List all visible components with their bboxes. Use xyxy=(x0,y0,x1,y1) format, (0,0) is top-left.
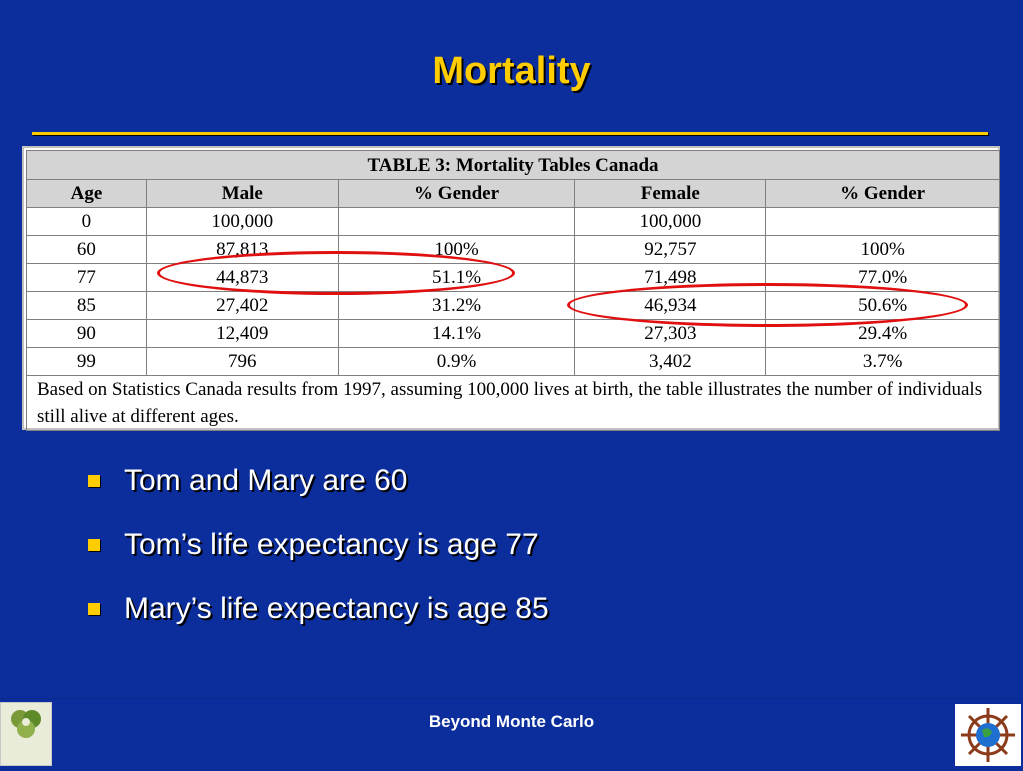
table-row: 0 100,000 100,000 xyxy=(26,207,1000,236)
table-caption: TABLE 3: Mortality Tables Canada xyxy=(26,150,1000,180)
cell-male-pct: 100% xyxy=(337,235,576,264)
cell-female: 3,402 xyxy=(574,347,767,376)
cell-male: 27,402 xyxy=(145,291,339,320)
table-row: 60 87,813 100% 92,757 100% xyxy=(26,235,1000,264)
cell-female-pct: 3.7% xyxy=(765,347,1000,376)
bullet-item: Tom’s life expectancy is age 77 xyxy=(88,522,549,586)
cell-female-pct: 100% xyxy=(765,235,1000,264)
cell-age: 99 xyxy=(26,347,147,376)
footer-title: Beyond Monte Carlo xyxy=(428,712,595,731)
header-male-gender-pct: % Gender xyxy=(337,179,576,208)
cell-age: 0 xyxy=(26,207,147,236)
cell-male: 796 xyxy=(145,347,339,376)
ship-wheel-globe-logo xyxy=(955,704,1021,766)
financial-frontiers-awards-logo xyxy=(0,702,52,766)
bullet-item: Tom and Mary are 60 xyxy=(88,458,549,522)
cell-age: 77 xyxy=(26,263,147,292)
bullet-list: Tom and Mary are 60 Tom’s life expectanc… xyxy=(88,458,549,650)
header-age: Age xyxy=(26,179,147,208)
cell-male-pct: 51.1% xyxy=(337,263,576,292)
header-female: Female xyxy=(574,179,767,208)
cell-female: 71,498 xyxy=(574,263,767,292)
cell-age: 90 xyxy=(26,319,147,348)
bullet-text: Tom and Mary are 60 xyxy=(124,464,408,497)
cell-female-pct xyxy=(765,207,1000,236)
square-bullet-icon xyxy=(88,539,100,551)
cell-age: 60 xyxy=(26,235,147,264)
bullet-text: Mary’s life expectancy is age 85 xyxy=(124,592,549,625)
cell-male: 100,000 xyxy=(145,207,339,236)
table-row: 85 27,402 31.2% 46,934 50.6% xyxy=(26,291,1000,320)
table-caption-row: TABLE 3: Mortality Tables Canada xyxy=(26,150,1000,180)
slide-title: Mortality xyxy=(432,50,591,92)
bullet-text: Tom’s life expectancy is age 77 xyxy=(124,528,539,561)
ship-wheel-globe-icon xyxy=(961,708,1015,762)
bullet-item: Mary’s life expectancy is age 85 xyxy=(88,586,549,650)
table-note: Based on Statistics Canada results from … xyxy=(26,375,1000,431)
square-bullet-icon xyxy=(88,603,100,615)
cell-age: 85 xyxy=(26,291,147,320)
cell-male-pct: 31.2% xyxy=(337,291,576,320)
cell-female-pct: 77.0% xyxy=(765,263,1000,292)
header-male: Male xyxy=(145,179,339,208)
table-header-row: Age Male % Gender Female % Gender xyxy=(26,179,1000,208)
cell-female: 46,934 xyxy=(574,291,767,320)
table-row: 90 12,409 14.1% 27,303 29.4% xyxy=(26,319,1000,348)
mortality-table: TABLE 3: Mortality Tables Canada Age Mal… xyxy=(26,150,1000,431)
mortality-table-panel: TABLE 3: Mortality Tables Canada Age Mal… xyxy=(22,146,1000,431)
square-bullet-icon xyxy=(88,475,100,487)
cell-male-pct: 0.9% xyxy=(337,347,576,376)
header-female-gender-pct: % Gender xyxy=(765,179,1000,208)
cell-female-pct: 50.6% xyxy=(765,291,1000,320)
cell-female-pct: 29.4% xyxy=(765,319,1000,348)
cell-female: 27,303 xyxy=(574,319,767,348)
table-note-row: Based on Statistics Canada results from … xyxy=(26,375,1000,431)
cell-male-pct xyxy=(337,207,576,236)
cell-male-pct: 14.1% xyxy=(337,319,576,348)
trefoil-logo-icon xyxy=(11,710,41,738)
cell-male: 87,813 xyxy=(145,235,339,264)
table-row: 99 796 0.9% 3,402 3.7% xyxy=(26,347,1000,376)
table-row: 77 44,873 51.1% 71,498 77.0% xyxy=(26,263,1000,292)
cell-male: 44,873 xyxy=(145,263,339,292)
title-divider xyxy=(32,132,988,135)
cell-female: 92,757 xyxy=(574,235,767,264)
cell-male: 12,409 xyxy=(145,319,339,348)
cell-female: 100,000 xyxy=(574,207,767,236)
footer-bar xyxy=(0,698,1023,768)
